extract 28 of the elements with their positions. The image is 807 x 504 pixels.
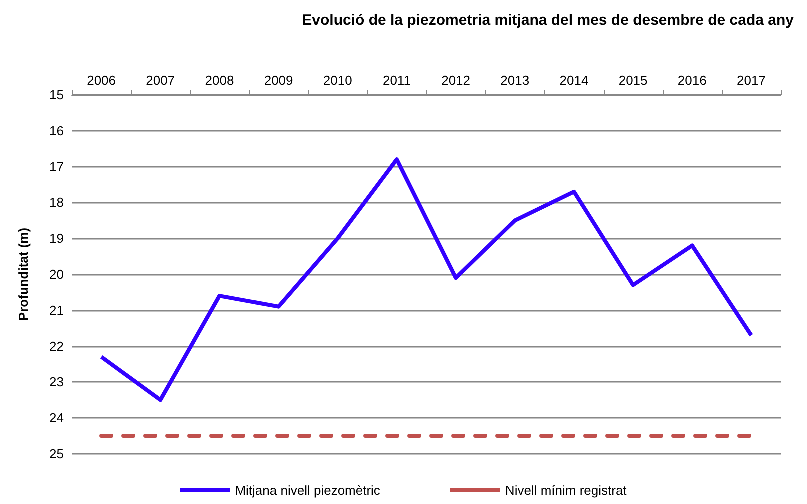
x-tick-label: 2017 bbox=[736, 73, 766, 88]
y-tick-label: 18 bbox=[50, 195, 64, 210]
x-tick-label: 2016 bbox=[678, 73, 707, 88]
x-tick-label: 2009 bbox=[264, 73, 294, 88]
y-tick-label: 24 bbox=[50, 410, 64, 426]
y-tick-label: 21 bbox=[50, 302, 64, 318]
x-tick-label: 2015 bbox=[618, 73, 648, 88]
y-tick-label: 16 bbox=[50, 123, 64, 138]
x-tick-label: 2007 bbox=[146, 73, 176, 88]
y-axis-title: Profunditat (m) bbox=[16, 228, 31, 322]
x-tick-label: 2014 bbox=[560, 73, 589, 88]
line-series bbox=[100, 158, 754, 402]
y-tick-label: 19 bbox=[50, 231, 64, 246]
x-tick-label: 2012 bbox=[442, 73, 471, 88]
y-tick-label: 23 bbox=[50, 374, 64, 390]
x-tick-label: 2008 bbox=[205, 73, 234, 88]
x-tick-label: 2013 bbox=[500, 73, 530, 88]
y-tick-label: 25 bbox=[50, 446, 64, 462]
x-tick-label: 2010 bbox=[323, 73, 352, 88]
chart-title: Evolució de la piezometria mitjana del mes de desembre de cada any bbox=[302, 12, 795, 29]
y-tick-label: 20 bbox=[50, 267, 64, 282]
legend-label: Nivell mínim registrat bbox=[505, 483, 628, 498]
y-tick-label: 17 bbox=[50, 159, 64, 174]
y-tick-label: 22 bbox=[50, 338, 64, 354]
y-tick-label: 15 bbox=[50, 88, 64, 102]
legend-label: Mitjana nivell piezomètric bbox=[235, 483, 381, 498]
x-tick-label: 2011 bbox=[382, 73, 411, 88]
x-tick-label: 2006 bbox=[87, 73, 116, 88]
